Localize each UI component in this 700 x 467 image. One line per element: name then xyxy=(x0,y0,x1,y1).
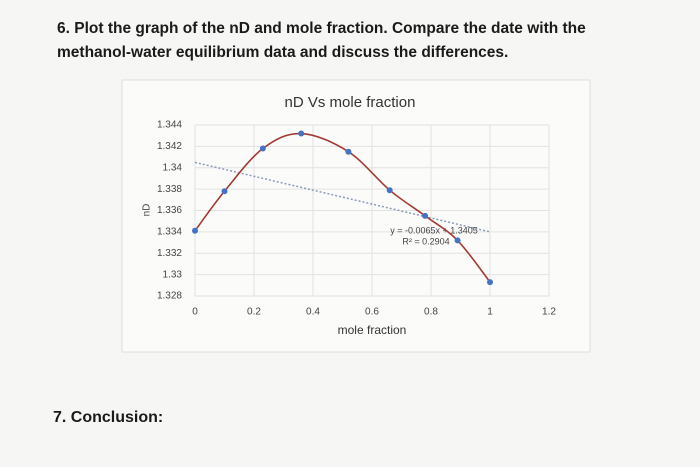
question: 6. Plot the graph of the nD and mole fra… xyxy=(57,20,586,61)
y-tick-label: 1.344 xyxy=(157,120,182,131)
y-tick-label: 1.328 xyxy=(157,291,182,302)
x-tick-label: 0.8 xyxy=(424,307,438,318)
y-tick-label: 1.334 xyxy=(157,227,182,238)
data-point xyxy=(487,279,493,286)
data-point xyxy=(454,237,461,244)
data-point xyxy=(298,130,305,137)
data-point xyxy=(192,227,198,234)
trendline xyxy=(194,161,491,233)
data-point xyxy=(386,187,393,194)
data-point xyxy=(422,212,429,219)
x-tick-label: 0.6 xyxy=(365,307,379,318)
x-tick-label: 1 xyxy=(487,307,493,318)
trend-equation: y = -0.0065x + 1.3405 xyxy=(390,225,478,235)
y-tick-label: 1.336 xyxy=(157,205,182,216)
question: 7. Conclusion: xyxy=(53,409,164,426)
data-point xyxy=(345,148,352,155)
x-tick-label: 0 xyxy=(192,307,198,318)
y-tick-label: 1.33 xyxy=(163,269,183,280)
data-point xyxy=(259,145,266,152)
x-tick-label: 0.4 xyxy=(306,307,320,318)
trend-r-squared: R² = 0.2904 xyxy=(402,236,449,246)
data-point xyxy=(221,188,228,195)
x-axis-label: mole fraction xyxy=(338,323,407,337)
y-tick-label: 1.34 xyxy=(163,162,183,173)
chart-title: nD Vs mole fraction xyxy=(285,94,416,111)
y-tick-label: 1.342 xyxy=(157,141,182,152)
x-tick-label: 1.2 xyxy=(542,307,556,318)
y-tick-label: 1.338 xyxy=(157,184,182,195)
y-axis-label: nD xyxy=(142,204,153,217)
x-tick-label: 0.2 xyxy=(247,307,261,318)
y-tick-label: 1.332 xyxy=(157,248,182,259)
